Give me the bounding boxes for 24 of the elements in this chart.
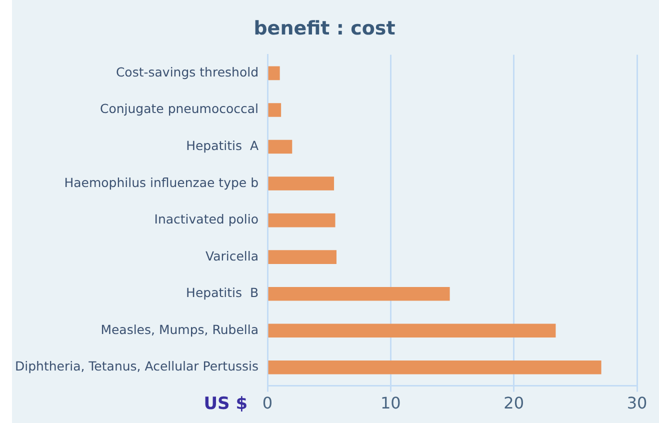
bar — [268, 324, 556, 338]
y-tick-label: Varicella — [205, 248, 259, 264]
bar — [268, 66, 280, 80]
x-tick-label: 30 — [626, 394, 648, 413]
y-tick-label: Measles, Mumps, Rubella — [100, 322, 259, 337]
y-tick-label: Hepatitis B — [186, 285, 259, 300]
y-tick-label: Hepatitis A — [186, 138, 259, 153]
x-axis-title: US $ — [204, 394, 248, 414]
x-tick-label: 0 — [262, 394, 273, 413]
bar — [268, 360, 602, 374]
y-tick-label: Haemophilus influenzae type b — [64, 174, 259, 190]
chart-title: benefit : cost — [254, 17, 396, 40]
bar — [268, 213, 336, 228]
x-tick-label: 20 — [504, 394, 524, 413]
bar — [268, 286, 450, 301]
bar — [268, 140, 292, 154]
bar — [268, 250, 336, 264]
bar — [268, 176, 334, 190]
y-tick-label: Conjugate pneumococcal — [100, 101, 259, 116]
bar — [268, 103, 282, 117]
y-tick-label: Inactivated polio — [154, 212, 259, 227]
x-tick-label: 10 — [380, 394, 401, 413]
y-tick-label: Diphtheria, Tetanus, Acellular Pertussis — [14, 358, 259, 374]
y-tick-label: Cost-savings threshold — [116, 64, 259, 80]
